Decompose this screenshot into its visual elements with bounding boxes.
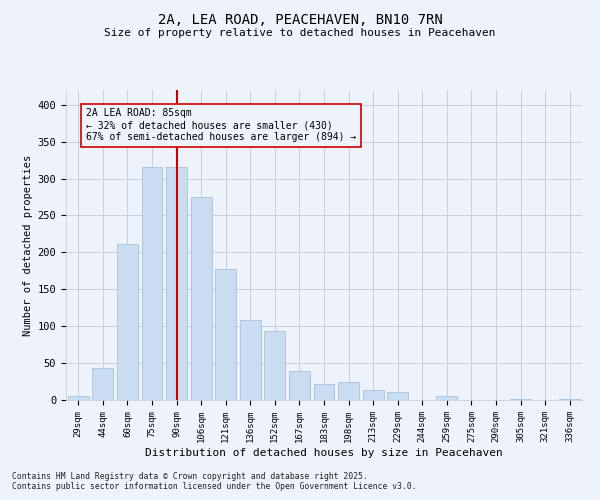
Bar xyxy=(436,396,457,400)
Bar xyxy=(559,398,580,400)
Text: 2A LEA ROAD: 85sqm
← 32% of detached houses are smaller (430)
67% of semi-detach: 2A LEA ROAD: 85sqm ← 32% of detached hou… xyxy=(86,108,356,142)
Bar xyxy=(338,382,359,400)
Bar xyxy=(191,197,212,400)
Bar xyxy=(166,167,187,400)
Text: Contains HM Land Registry data © Crown copyright and database right 2025.: Contains HM Land Registry data © Crown c… xyxy=(12,472,368,481)
Bar xyxy=(314,384,334,400)
Bar xyxy=(240,320,261,400)
Bar xyxy=(68,396,89,400)
Bar xyxy=(215,268,236,400)
Bar xyxy=(289,371,310,400)
Y-axis label: Number of detached properties: Number of detached properties xyxy=(23,154,34,336)
X-axis label: Distribution of detached houses by size in Peacehaven: Distribution of detached houses by size … xyxy=(145,448,503,458)
Bar xyxy=(92,368,113,400)
Bar xyxy=(387,392,408,400)
Text: Size of property relative to detached houses in Peacehaven: Size of property relative to detached ho… xyxy=(104,28,496,38)
Bar xyxy=(142,168,163,400)
Text: 2A, LEA ROAD, PEACEHAVEN, BN10 7RN: 2A, LEA ROAD, PEACEHAVEN, BN10 7RN xyxy=(158,12,442,26)
Bar xyxy=(362,390,383,400)
Text: Contains public sector information licensed under the Open Government Licence v3: Contains public sector information licen… xyxy=(12,482,416,491)
Bar xyxy=(117,244,138,400)
Bar xyxy=(265,332,286,400)
